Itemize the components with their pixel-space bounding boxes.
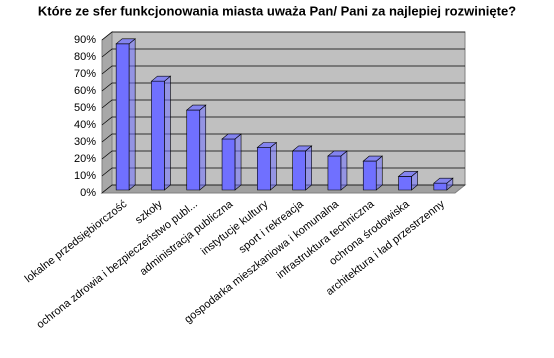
- grid-line: [101, 167, 465, 177]
- grid-line: [101, 99, 465, 109]
- bar: [362, 155, 384, 191]
- y-tick-label: 70%: [74, 68, 96, 80]
- x-tick-label: ochrona zdrowia i bezpieczeństwo publ...: [34, 198, 199, 331]
- bar-face: [433, 182, 448, 191]
- bar-face: [115, 43, 130, 191]
- grid-line: [101, 116, 465, 126]
- grid-line: [101, 133, 465, 143]
- bar-face: [186, 109, 201, 191]
- bar: [185, 104, 207, 191]
- bar: [291, 145, 313, 191]
- bar: [433, 177, 454, 191]
- bar-face: [327, 155, 342, 191]
- bar-face: [151, 80, 165, 191]
- grid-line: [101, 184, 465, 194]
- bar-face: [362, 155, 384, 162]
- bar: [397, 170, 419, 191]
- bar-face: [128, 38, 136, 191]
- grid-line: [101, 48, 465, 58]
- bar: [221, 133, 242, 191]
- y-tick-label: 50%: [74, 102, 96, 114]
- chart-title: Które ze sfer funkcjonowania miasta uważ…: [38, 3, 516, 18]
- y-tick-label: 0%: [80, 187, 96, 199]
- bar-face: [433, 177, 454, 184]
- bar-face: [305, 145, 312, 191]
- grid-line: [101, 82, 465, 92]
- bar: [256, 141, 278, 191]
- y-tick-label: 30%: [74, 136, 96, 148]
- y-tick-label: 10%: [74, 170, 96, 182]
- bar-face: [150, 75, 172, 82]
- y-tick-label: 80%: [74, 51, 96, 63]
- bar-face: [185, 104, 207, 111]
- y-tick-label: 60%: [74, 85, 96, 97]
- y-tick-label: 20%: [74, 153, 96, 165]
- bar-face: [397, 171, 419, 177]
- y-tick-label: 90%: [74, 34, 96, 46]
- bar-face: [291, 145, 313, 152]
- grid-line: [101, 65, 465, 75]
- bar-face: [221, 133, 242, 140]
- bar: [115, 38, 136, 191]
- bar-face: [234, 133, 242, 191]
- bar-face: [115, 38, 136, 45]
- bar: [327, 150, 348, 191]
- bar-face: [270, 141, 277, 191]
- bar-face: [199, 104, 207, 191]
- bar-face: [164, 75, 171, 191]
- bar-face: [256, 142, 278, 148]
- bar-face: [221, 138, 236, 191]
- bar: [150, 75, 172, 191]
- y-tick-label: 40%: [74, 119, 96, 131]
- bar-face: [398, 176, 412, 191]
- bar-face: [340, 150, 348, 191]
- bar-face: [257, 147, 271, 191]
- grid-line: [101, 31, 465, 41]
- bar-face: [292, 150, 306, 191]
- bar-face: [327, 150, 348, 157]
- bar-face: [362, 160, 377, 191]
- bar-face: [375, 155, 383, 191]
